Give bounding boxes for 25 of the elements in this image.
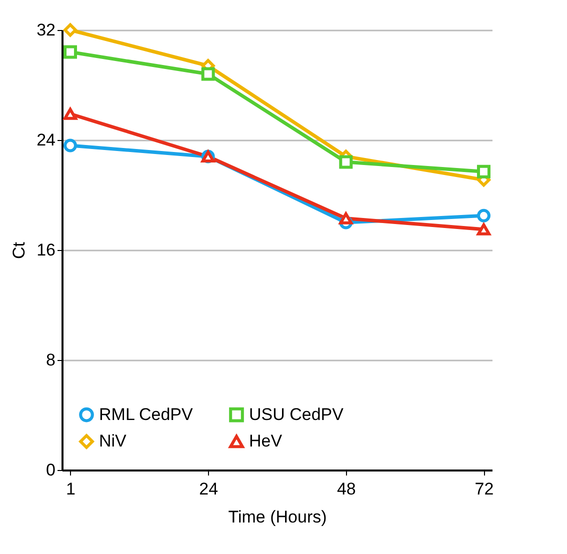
point	[64, 45, 78, 59]
y-tick-label: 32	[36, 20, 56, 40]
point	[64, 23, 78, 37]
point	[64, 138, 78, 152]
y-axis-title: Ct	[10, 242, 29, 259]
y-tick-label: 24	[36, 130, 56, 150]
point	[339, 155, 353, 169]
point	[476, 208, 490, 222]
point	[64, 108, 78, 120]
x-tick-label: 24	[199, 480, 218, 498]
x-tick-label: 1	[66, 480, 76, 498]
legend-label: USU CedPV	[249, 404, 344, 424]
point	[476, 164, 490, 178]
point	[201, 67, 215, 81]
legend-label: HeV	[249, 432, 283, 450]
x-tick-label: 48	[336, 480, 356, 498]
x-axis-title: Time (Hours)	[228, 508, 327, 526]
x-tick-label: 72	[474, 480, 494, 498]
point	[339, 212, 353, 224]
y-tick-label: 16	[36, 240, 56, 260]
legend-label: NiV	[99, 432, 128, 450]
y-tick-label: 0	[46, 460, 56, 480]
legend-label: RML CedPV	[99, 404, 194, 424]
y-tick-label: 8	[46, 350, 56, 370]
point	[476, 223, 490, 236]
